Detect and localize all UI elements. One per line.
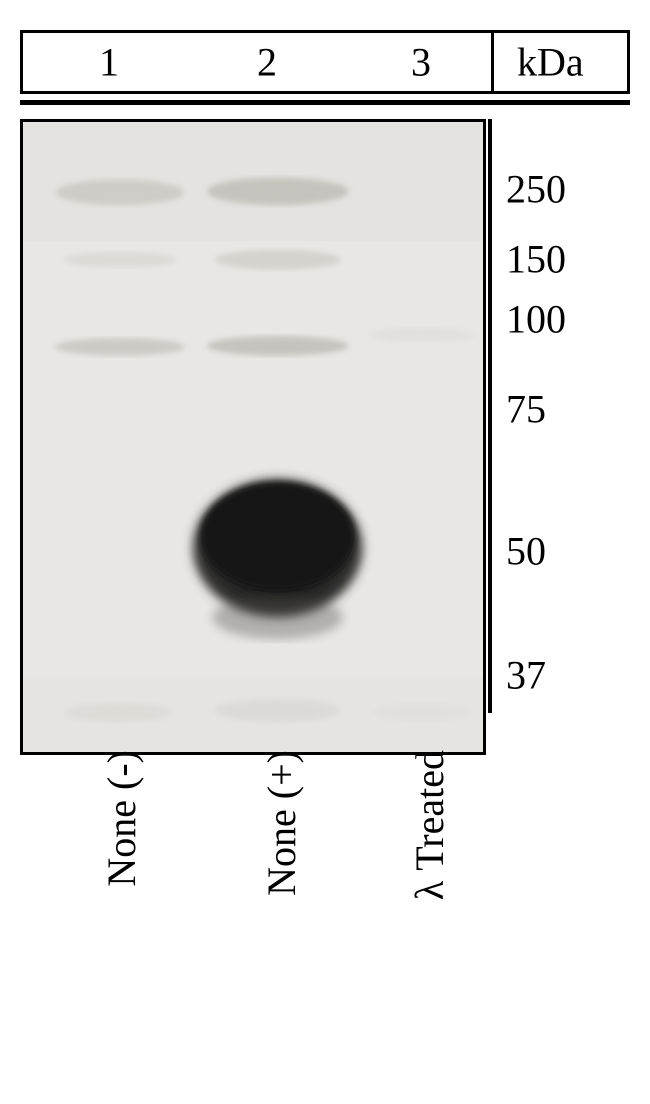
lane-label-2: None (+): [258, 750, 305, 896]
marker-vertical-rule: [488, 119, 492, 713]
lane-labels-row: None (-) None (+) λ Treated: [20, 740, 630, 1070]
marker-37: 37: [506, 652, 546, 699]
blot-membrane: [20, 119, 486, 755]
marker-75: 75: [506, 386, 546, 433]
marker-250: 250: [506, 166, 566, 213]
lane-header-box: 1 2 3 kDa: [20, 30, 630, 94]
marker-50: 50: [506, 528, 546, 575]
marker-column: 250 150 100 75 50 37: [494, 119, 630, 755]
header-underline: [20, 100, 630, 105]
lane-number-3: 3: [411, 39, 431, 86]
marker-150: 150: [506, 236, 566, 283]
western-blot-figure: 1 2 3 kDa: [20, 30, 630, 755]
lane-label-3: λ Treated: [406, 750, 453, 900]
marker-unit-label: kDa: [517, 39, 584, 86]
header-vertical-divider: [491, 33, 494, 91]
blot-svg: [23, 122, 483, 752]
lane-number-1: 1: [99, 39, 119, 86]
lane-number-2: 2: [257, 39, 277, 86]
blot-row: 250 150 100 75 50 37: [20, 119, 630, 755]
marker-100: 100: [506, 296, 566, 343]
lane-label-1: None (-): [98, 750, 145, 887]
